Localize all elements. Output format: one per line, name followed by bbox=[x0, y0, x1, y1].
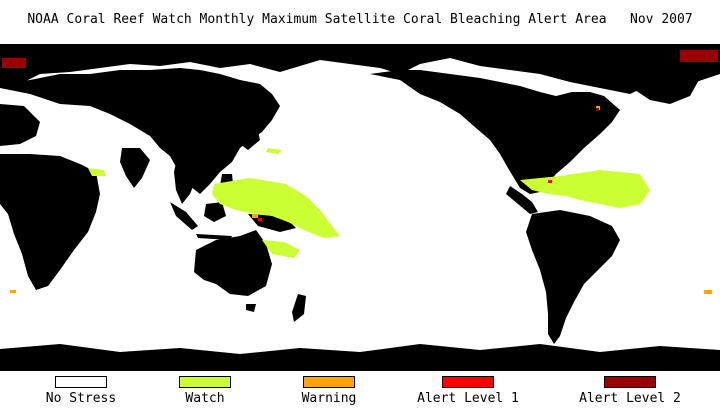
land-arctic bbox=[0, 44, 720, 94]
legend-item-no-stress: No Stress bbox=[31, 376, 131, 406]
land-australia bbox=[194, 230, 272, 296]
land-greenland bbox=[620, 62, 700, 104]
land-antarctica bbox=[0, 344, 720, 371]
watch-area-indian-ocean bbox=[88, 168, 106, 176]
land-north-america bbox=[370, 70, 620, 194]
warning-area-1 bbox=[252, 214, 258, 218]
alert1-areas bbox=[258, 180, 552, 221]
legend-item-warning: Warning bbox=[279, 376, 379, 406]
watch-area-hawaii bbox=[266, 148, 282, 154]
legend-item-alert-level-1: Alert Level 1 bbox=[403, 376, 533, 406]
land-new-zealand bbox=[292, 294, 306, 322]
watch-area-caribbean-atlantic bbox=[520, 170, 650, 208]
warning-area-3 bbox=[10, 290, 16, 293]
land-japan bbox=[240, 122, 260, 150]
land-africa bbox=[0, 154, 100, 290]
warning-area-4 bbox=[704, 290, 712, 294]
map-title: NOAA Coral Reef Watch Monthly Maximum Sa… bbox=[27, 12, 693, 27]
legend-swatch-alert-level-2 bbox=[604, 376, 656, 388]
legend-label: Alert Level 1 bbox=[417, 391, 519, 406]
land-java bbox=[196, 234, 232, 240]
legend-label: Alert Level 2 bbox=[579, 391, 681, 406]
legend-label: Watch bbox=[185, 391, 225, 406]
legend: No Stress Watch Warning Alert Level 1 Al… bbox=[0, 376, 720, 411]
land-central-america bbox=[506, 186, 538, 214]
legend-label: No Stress bbox=[45, 391, 117, 406]
land-indochina bbox=[174, 154, 198, 204]
legend-swatch-watch bbox=[179, 376, 231, 388]
land-eurasia bbox=[0, 68, 280, 194]
alert2-areas bbox=[2, 50, 718, 111]
legend-label: Warning bbox=[301, 391, 357, 406]
legend-swatch-alert-level-1 bbox=[442, 376, 494, 388]
land-sumatra bbox=[170, 202, 198, 230]
legend-item-watch: Watch bbox=[155, 376, 255, 406]
watch-area-west-pacific bbox=[212, 178, 340, 238]
watch-area-coral-sea bbox=[262, 240, 300, 258]
legend-swatch-no-stress bbox=[55, 376, 107, 388]
alert2-area-3 bbox=[596, 108, 599, 111]
alert2-area-2 bbox=[680, 50, 718, 62]
legend-swatch-warning bbox=[303, 376, 355, 388]
land-europe bbox=[0, 104, 40, 146]
legend-item-alert-level-2: Alert Level 2 bbox=[563, 376, 697, 406]
land-south-america bbox=[526, 210, 620, 344]
alert1-area-1 bbox=[548, 180, 552, 183]
land-borneo bbox=[204, 202, 226, 222]
watch-areas bbox=[88, 148, 650, 258]
alert1-area-2 bbox=[258, 218, 262, 221]
land-tasmania bbox=[246, 304, 256, 312]
land-india bbox=[120, 148, 150, 188]
alert2-area-1 bbox=[2, 58, 26, 68]
world-map bbox=[0, 44, 720, 371]
